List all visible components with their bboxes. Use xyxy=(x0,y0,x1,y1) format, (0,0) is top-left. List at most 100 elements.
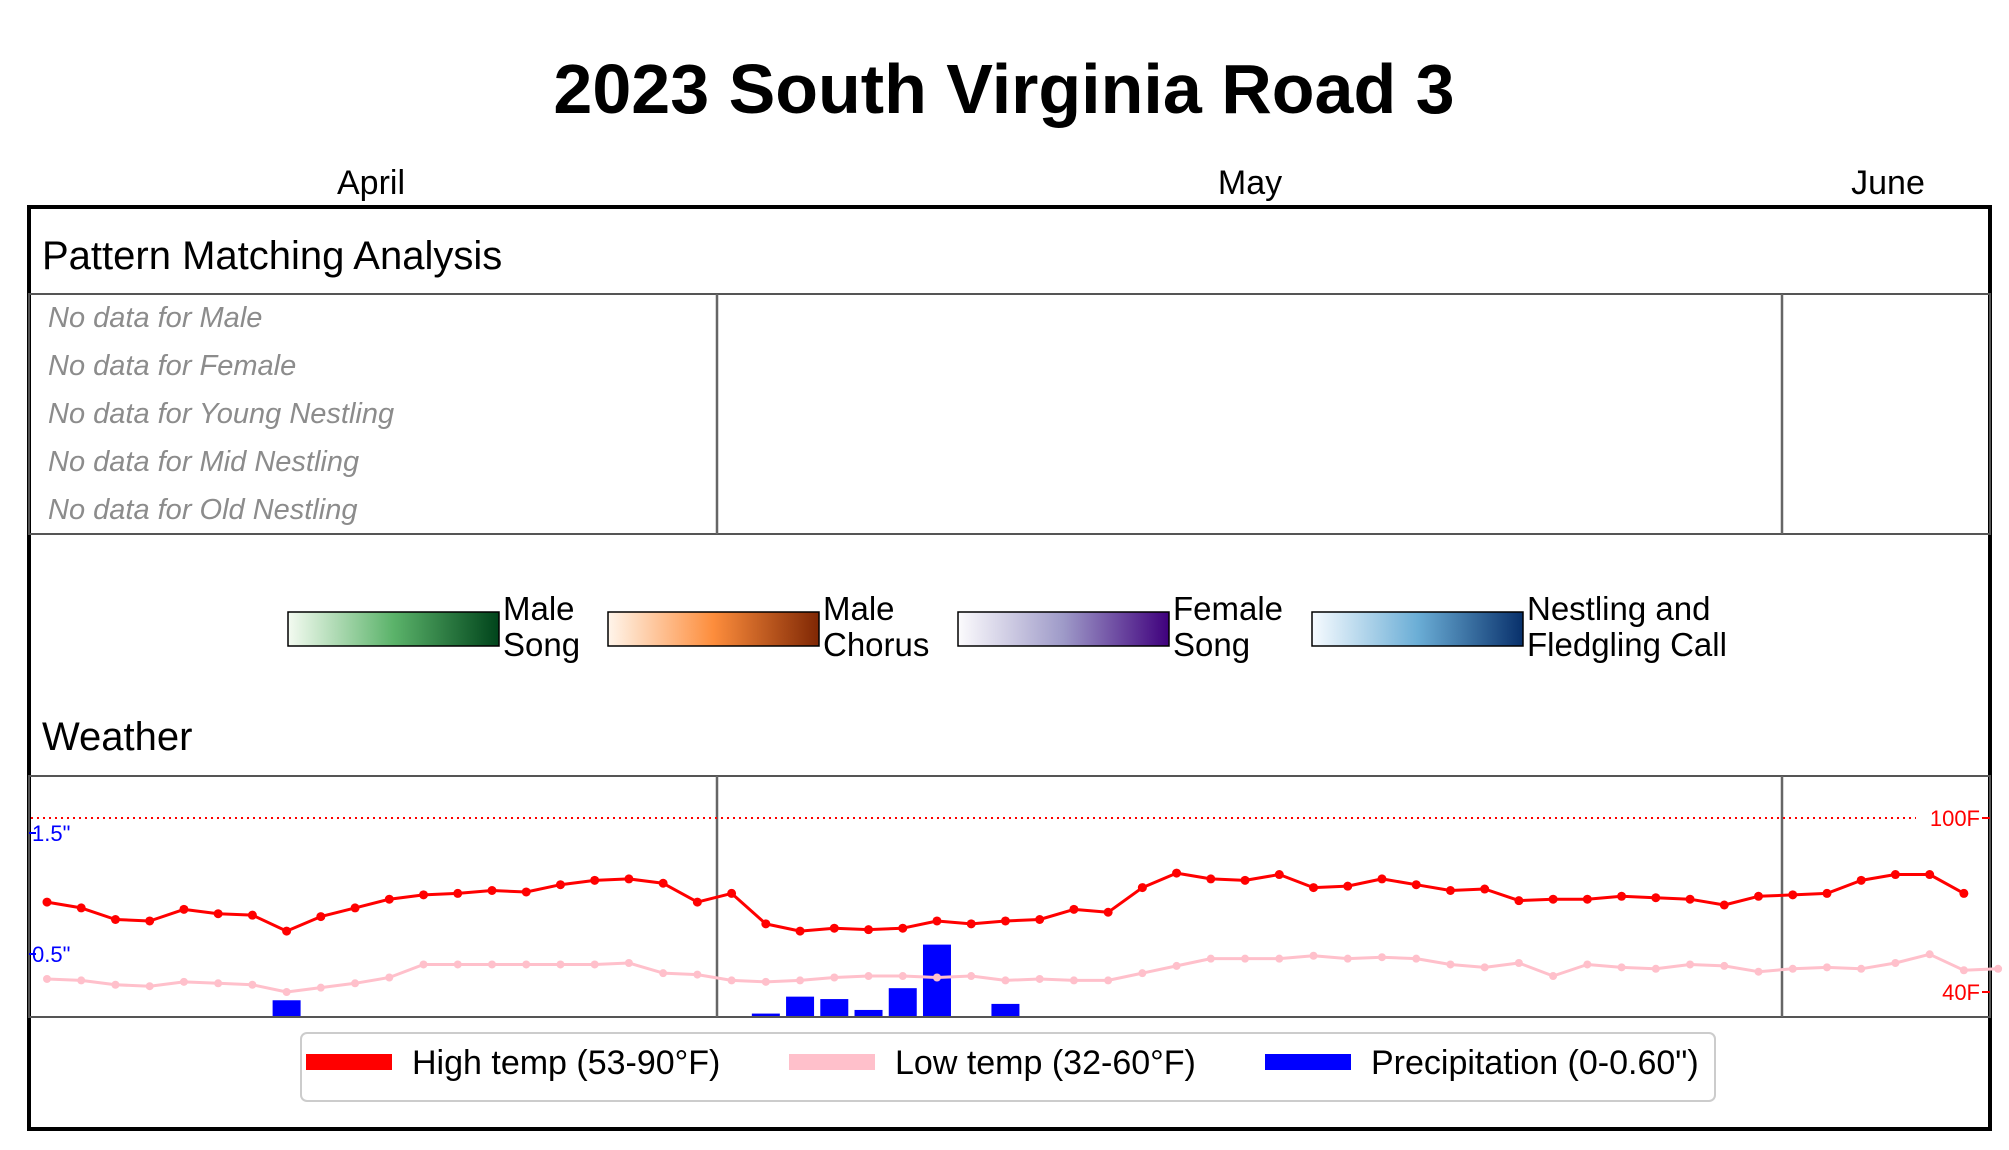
series-point xyxy=(1035,974,1044,983)
series-point xyxy=(247,910,257,920)
series-point xyxy=(1617,891,1627,901)
series-point xyxy=(521,887,531,897)
series-point xyxy=(1172,868,1182,878)
series-point xyxy=(1104,976,1113,985)
series-point xyxy=(110,915,120,924)
no-data-list: No data for Male No data for Female No d… xyxy=(48,302,394,526)
legend-label-low-temp: Low temp (32-60°F) xyxy=(895,1044,1196,1082)
series-point xyxy=(1172,961,1181,970)
precip-bar xyxy=(854,1009,883,1016)
series-point xyxy=(1069,904,1079,914)
series-point xyxy=(761,977,770,986)
series-point xyxy=(1035,915,1045,924)
series-point xyxy=(487,886,497,895)
series-point xyxy=(1137,883,1147,893)
series-point xyxy=(555,880,565,890)
colorbar-1 xyxy=(607,611,820,647)
series-point xyxy=(1651,893,1661,903)
series-point xyxy=(1103,907,1113,917)
series-point xyxy=(1309,951,1318,960)
no-data-female: No data for Female xyxy=(48,350,296,382)
colorbar-label-3-line1: Nestling and xyxy=(1527,590,1710,627)
colorbar-label-1-line2: Chorus xyxy=(823,626,929,663)
temp-tick-label-40: 40F xyxy=(1942,980,1980,1005)
precip-bar xyxy=(786,996,815,1016)
series-point xyxy=(898,923,908,933)
precip-bar xyxy=(991,1003,1020,1016)
series-point xyxy=(795,926,805,936)
series-point xyxy=(1138,969,1147,978)
series-point xyxy=(967,972,976,981)
series-point xyxy=(1788,890,1798,900)
series-point xyxy=(761,919,771,929)
series-point xyxy=(1822,888,1832,898)
series-point xyxy=(316,912,326,922)
series-point xyxy=(385,973,394,982)
series-point xyxy=(796,976,805,985)
series-point xyxy=(864,972,873,981)
series-point xyxy=(1719,900,1729,910)
series-point xyxy=(1788,964,1797,973)
series-point xyxy=(556,960,565,969)
series-point xyxy=(1685,894,1695,904)
series-point xyxy=(830,973,839,982)
legend-swatch-low-temp xyxy=(789,1054,875,1070)
series-point xyxy=(658,878,668,888)
series-point xyxy=(727,976,736,985)
series-point xyxy=(248,980,257,989)
series-point xyxy=(1343,954,1352,963)
series-point xyxy=(1240,875,1250,885)
series-point xyxy=(453,888,463,898)
series-point xyxy=(1001,976,1010,985)
series-point xyxy=(1890,870,1900,880)
series-point xyxy=(282,926,292,936)
precip-bars xyxy=(272,944,1020,1016)
series-point xyxy=(1856,875,1866,885)
series-point xyxy=(1377,874,1387,884)
no-data-mid-nestling: No data for Mid Nestling xyxy=(48,446,359,478)
pattern-panel xyxy=(28,293,1991,535)
series-point xyxy=(1651,964,1660,973)
colorbar-3 xyxy=(1311,611,1524,647)
colorbar-label-1-line1: Male xyxy=(823,590,895,627)
legend-swatch-high-temp xyxy=(306,1054,392,1070)
series-point xyxy=(1480,884,1490,894)
series-point xyxy=(1343,881,1353,891)
series-point xyxy=(1514,896,1524,906)
series-point xyxy=(111,980,120,989)
month-label-may: May xyxy=(1218,164,1282,202)
colorbar-label-0-line2: Song xyxy=(503,626,580,663)
series-point xyxy=(453,960,462,969)
precip-bar xyxy=(751,1013,780,1016)
series-point xyxy=(1925,870,1935,880)
low-temp-series xyxy=(43,950,2003,996)
precip-bar xyxy=(888,988,917,1016)
series-point xyxy=(77,976,86,985)
series-point xyxy=(145,982,154,991)
series-point xyxy=(282,988,291,996)
colorbar-label-2-line1: Female xyxy=(1173,590,1283,627)
series-point xyxy=(659,969,668,978)
series-point xyxy=(1686,960,1695,969)
series-point xyxy=(932,973,941,982)
series-point xyxy=(1309,883,1319,893)
weather-legend-box xyxy=(300,1032,1716,1102)
precip-bar xyxy=(272,1000,301,1016)
no-data-male: No data for Male xyxy=(48,302,262,334)
series-point xyxy=(214,979,223,988)
series-point xyxy=(1994,964,2003,973)
series-point xyxy=(179,977,188,986)
series-point xyxy=(1754,967,1763,976)
series-point xyxy=(1514,959,1523,967)
legend-label-high-temp: High temp (53-90°F) xyxy=(412,1044,720,1082)
series-point xyxy=(1925,950,1934,959)
series-point xyxy=(43,974,51,983)
series-point xyxy=(145,916,155,926)
series-point xyxy=(1959,888,1969,898)
colorbar-0 xyxy=(287,611,500,647)
series-point xyxy=(1720,961,1729,970)
series-point xyxy=(1617,963,1626,972)
series-point xyxy=(1377,953,1386,962)
